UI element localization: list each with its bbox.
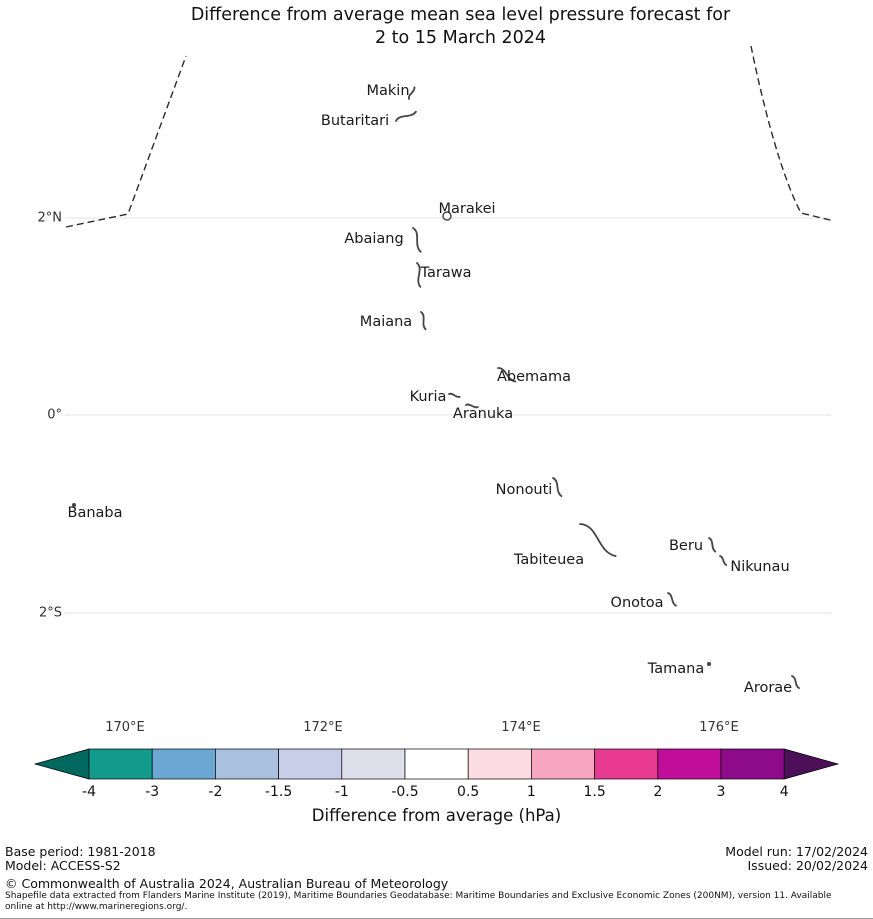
island-shape-tabiteuea	[579, 523, 617, 558]
island-shape-nonouti	[552, 477, 563, 498]
island-label-tarawa: Tarawa	[420, 265, 472, 281]
island-label-abaiang: Abaiang	[344, 231, 404, 247]
colorbar-tick--1.5: -1.5	[264, 784, 293, 800]
island-label-aranuka: Aranuka	[452, 406, 514, 422]
model-text: Model: ACCESS-S2	[5, 858, 121, 873]
page-title: Difference from average mean sea level p…	[48, 4, 873, 50]
island-shape-banaba	[72, 503, 76, 507]
island-shape-beru	[708, 537, 717, 553]
island-label-nikunau: Nikunau	[730, 559, 790, 575]
island-shape-kuria	[448, 392, 461, 398]
colorbar-extend-right	[783, 748, 840, 780]
island-label-abemama: Abemama	[496, 369, 572, 385]
colorbar-tick--0.5: -0.5	[391, 784, 419, 800]
island-label-tabiteuea: Tabiteuea	[513, 552, 585, 568]
colorbar-segment-11	[720, 748, 785, 780]
colorbar-tick-4: 4	[779, 784, 789, 800]
island-label-tamana: Tamana	[647, 661, 705, 677]
island-shape-tamana	[707, 662, 711, 666]
eez-boundary-line-1	[65, 55, 187, 228]
island-shape-makin	[407, 86, 416, 100]
colorbar-extend-left	[33, 748, 90, 780]
lon-tick-170°E: 170°E	[105, 720, 145, 735]
island-label-beru: Beru	[668, 538, 704, 554]
island-shape-onotoa	[667, 592, 677, 607]
colorbar-tick-0.5: 0.5	[457, 784, 480, 800]
base-period-text: Base period: 1981-2018	[5, 844, 156, 859]
issued-text: Issued: 20/02/2024	[747, 858, 869, 873]
island-shape-maiana	[420, 311, 427, 331]
colorbar-tick--4: -4	[82, 784, 96, 800]
eez-boundary-line-2	[750, 45, 835, 222]
island-label-nonouti: Nonouti	[495, 482, 553, 498]
colorbar-tick-1.5: 1.5	[583, 784, 606, 800]
island-shape-abaiang	[412, 227, 422, 253]
island-label-onotoa: Onotoa	[610, 595, 664, 611]
model-run-text: Model run: 17/02/2024	[725, 844, 868, 859]
colorbar-segment-7	[467, 748, 532, 780]
island-shape-aranuka	[465, 403, 479, 409]
colorbar-segment-2	[151, 748, 216, 780]
island-label-butaritari: Butaritari	[320, 113, 390, 129]
island-label-marakei: Marakei	[438, 201, 496, 217]
page-title-line2: 2 to 15 March 2024	[374, 28, 547, 48]
island-label-kuria: Kuria	[409, 389, 447, 405]
colorbar-tick--1: -1	[334, 784, 349, 800]
colorbar-segment-5	[341, 748, 406, 780]
island-shape-arorae	[791, 675, 800, 690]
lat-tick-0°: 0°	[47, 407, 62, 423]
colorbar-tick-2: 2	[653, 784, 663, 800]
disclaimer-text: Shapefile data extracted from Flanders M…	[5, 891, 832, 912]
island-shape-butaritari	[395, 110, 417, 122]
colorbar-segment-8	[531, 748, 595, 780]
lat-tick-2°N: 2°N	[37, 210, 63, 226]
island-label-makin: Makin	[366, 83, 410, 99]
colorbar-tick-3: 3	[716, 784, 726, 800]
lon-tick-172°E: 172°E	[303, 720, 343, 735]
island-label-banaba: Banaba	[67, 505, 123, 521]
colorbar-segment-9	[594, 748, 659, 780]
island-shape-marakei	[442, 211, 452, 221]
island-label-arorae: Arorae	[743, 680, 793, 696]
colorbar-tick--2: -2	[208, 784, 223, 800]
island-shape-nikunau	[719, 555, 728, 566]
page-title-line1: Difference from average mean sea level p…	[190, 5, 731, 25]
colorbar-segment-1	[88, 748, 153, 780]
lon-tick-174°E: 174°E	[501, 720, 541, 735]
colorbar-tick--3: -3	[145, 784, 160, 800]
colorbar-segment-6	[404, 748, 469, 780]
colorbar-segment-3	[215, 748, 279, 780]
colorbar-segment-4	[278, 748, 343, 780]
copyright-text: © Commonwealth of Australia 2024, Austra…	[5, 876, 449, 891]
island-shape-abemama	[497, 367, 517, 383]
colorbar	[33, 748, 840, 780]
colorbar-tick-1: 1	[526, 784, 536, 800]
colorbar-segment-10	[657, 748, 722, 780]
lon-tick-176°E: 176°E	[699, 720, 739, 735]
island-shape-tarawa	[416, 262, 422, 288]
colorbar-label: Difference from average (hPa)	[311, 806, 562, 825]
lat-tick-2°S: 2°S	[38, 605, 62, 621]
island-label-maiana: Maiana	[359, 314, 413, 330]
